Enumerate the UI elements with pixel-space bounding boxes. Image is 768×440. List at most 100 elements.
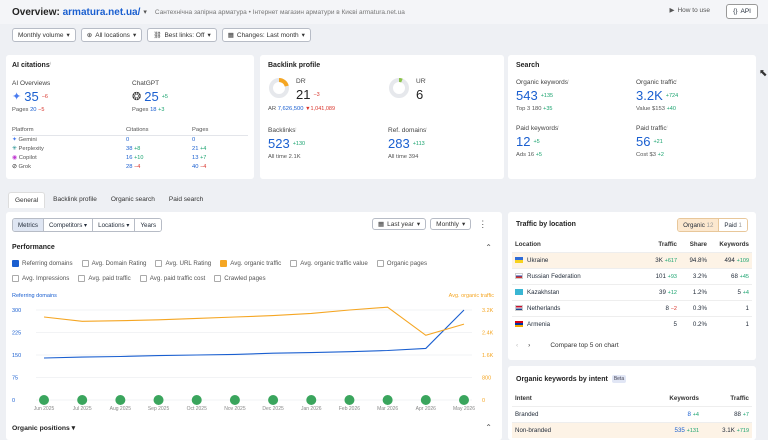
chevron-down-icon[interactable]: ▾: [143, 9, 147, 16]
ai-citations-card: AI citationsⁱ AI Overviews ✦ 35 −6 Pages…: [6, 55, 254, 179]
location-filter[interactable]: ⊕ All locations ▾: [80, 28, 143, 42]
checkbox-referring-domains[interactable]: Referring domains: [12, 260, 73, 267]
code-icon: {}: [733, 8, 738, 15]
flag-ukraine-icon: [515, 256, 523, 263]
checkbox-avg-paid-traffic-cost[interactable]: Avg. paid traffic cost: [139, 275, 205, 282]
y-right-tick-label: 1.6K: [482, 353, 494, 359]
toggle-paid[interactable]: Paid 1: [719, 219, 747, 231]
chevron-up-icon[interactable]: ⌃: [485, 243, 492, 252]
filter-bar: Monthly volume ▾ ⊕ All locations ▾ ⛓ Best li…: [12, 28, 311, 42]
checkbox-avg-organic-traffic[interactable]: Avg. organic traffic: [220, 260, 281, 267]
paid-keywords-value[interactable]: 12: [516, 134, 531, 149]
beta-badge: Beta: [611, 375, 627, 383]
ar-row: AR 7,626,500 ▼1,041,089: [268, 106, 336, 112]
report-tabs: General Backlink profile Organic search …: [8, 192, 209, 208]
changes-filter[interactable]: ▦ Changes: Last month ▾: [221, 28, 311, 42]
checkbox-avg-domain-rating[interactable]: Avg. Domain Rating: [81, 260, 146, 267]
top-bar: Overview: armatura.net.ua/ ▾ Сантехнічна…: [0, 0, 768, 24]
x-tick-label: Jan 2026: [301, 406, 322, 412]
how-to-use-link[interactable]: ▶ How to use: [669, 6, 710, 15]
chatgpt-change: +5: [161, 93, 168, 100]
performance-card: Metrics Competitors ▾ Locations ▾ Years …: [6, 212, 502, 440]
google-update-marker: [382, 395, 393, 405]
chatgpt-pages[interactable]: 18: [150, 107, 157, 113]
chevron-down-icon: ▾: [84, 221, 88, 229]
intent-table: Intent Keywords Traffic Branded 8 +4 88 …: [512, 392, 752, 438]
link-icon: ⛓: [153, 32, 162, 39]
backlinks-value[interactable]: 523: [268, 136, 290, 151]
organic-traffic-value[interactable]: 3.2K: [636, 88, 663, 103]
y-left-tick-label: 0: [12, 398, 15, 404]
google-update-marker: [115, 395, 126, 405]
period-dropdown[interactable]: ▦ Last year ▾: [372, 218, 427, 230]
tab-paid-search[interactable]: Paid search: [168, 196, 204, 203]
chevron-down-icon: ▾: [207, 32, 211, 39]
chevron-left-icon[interactable]: ‹: [516, 342, 519, 349]
api-button[interactable]: {} API: [726, 4, 758, 19]
organic-positions-title[interactable]: Organic positions ▾: [12, 425, 76, 432]
ref-domains-value[interactable]: 283: [388, 136, 410, 151]
granularity-dropdown[interactable]: Monthly ▾: [430, 218, 472, 230]
keywords-by-intent-title: Organic keywords by intent: [516, 375, 608, 383]
segment-years[interactable]: Years: [135, 219, 162, 231]
y-right-tick-label: 2.4K: [482, 331, 494, 337]
x-tick-label: Jun 2025: [34, 406, 55, 412]
more-options-icon[interactable]: ⋮: [478, 218, 488, 229]
chatgpt-value[interactable]: 25: [144, 89, 159, 104]
ur-value: 6: [416, 87, 424, 102]
compare-top5-link[interactable]: Compare top 5 on chart: [550, 342, 619, 349]
segment-competitors[interactable]: Competitors ▾: [43, 219, 94, 231]
segment-metrics[interactable]: Metrics: [13, 219, 44, 231]
flag-russia-icon: [515, 272, 523, 279]
domain-link[interactable]: armatura.net.ua/: [62, 6, 141, 18]
x-tick-label: Sep 2025: [148, 406, 170, 412]
performance-title: Performance: [12, 244, 55, 251]
tab-backlink-profile[interactable]: Backlink profile: [53, 196, 97, 203]
paid-traffic-value[interactable]: 56: [636, 134, 651, 149]
ai-overviews-value[interactable]: 35: [24, 89, 39, 104]
table-row[interactable]: Non-branded 535 +131 3.1K +719: [512, 422, 752, 438]
segment-locations[interactable]: Locations ▾: [93, 219, 136, 231]
table-row[interactable]: Russian Federation 101 +93 3.2% 68 +45: [512, 268, 752, 284]
sparkle-icon: ✦: [12, 91, 22, 103]
table-row[interactable]: Kazakhstan 39 +12 1.2% 5 +4: [512, 284, 752, 300]
y-left-tick-label: 300: [12, 308, 21, 314]
table-row[interactable]: Ukraine 3K +617 94.8% 494 +109: [512, 252, 752, 268]
chevron-down-icon: ▾: [71, 425, 76, 432]
chevron-down-icon: ▾: [461, 221, 466, 228]
search-card: Search Organic keywordsⁱ 543 +135 Top 3 …: [508, 55, 756, 179]
checkbox-organic-pages[interactable]: Organic pages: [376, 260, 427, 267]
checkbox-avg-organic-traffic-value[interactable]: Avg. organic traffic value: [290, 260, 368, 267]
checkbox-avg-paid-traffic[interactable]: Avg. paid traffic: [78, 275, 131, 282]
volume-filter[interactable]: Monthly volume ▾: [12, 28, 76, 42]
ai-overviews-pages[interactable]: 20: [30, 107, 37, 113]
dr-value: 21: [296, 87, 311, 102]
table-row[interactable]: Branded 8 +4 88 +7: [512, 406, 752, 422]
tab-general[interactable]: General: [8, 192, 46, 208]
ai-platform-table: Platform Citations Pages ✦ Gemini 0 0 ✳ …: [12, 125, 248, 171]
copilot-icon: ◉: [12, 154, 18, 161]
checkbox-crawled-pages[interactable]: Crawled pages: [214, 275, 266, 282]
y-right-tick-label: 0: [482, 398, 485, 404]
backlink-profile-card: Backlink profile DRⁱ 21 −3 AR 7,626,500 …: [260, 55, 504, 179]
table-row[interactable]: Armenia 5 0.2% 1: [512, 316, 752, 332]
calendar-icon: ▦: [378, 221, 385, 228]
tab-organic-search[interactable]: Organic search: [110, 196, 155, 203]
series-line-referring-domains: [43, 309, 465, 359]
table-row[interactable]: Netherlands 8 −2 0.3% 1: [512, 300, 752, 316]
keywords-by-intent-card: Organic keywords by intent Beta Intent K…: [508, 366, 756, 440]
checkbox-avg-impressions[interactable]: Avg. Impressions: [12, 275, 69, 282]
chevron-right-icon[interactable]: ›: [528, 342, 531, 349]
checkbox-avg-url-rating[interactable]: Avg. URL Rating: [155, 260, 211, 267]
toggle-organic[interactable]: Organic 12: [678, 219, 720, 231]
chart-mode-segmented: Metrics Competitors ▾ Locations ▾ Years: [12, 218, 163, 232]
x-tick-label: Mar 2026: [377, 406, 398, 412]
flag-armenia-icon: [515, 321, 523, 328]
google-update-marker: [77, 395, 88, 405]
table-row: ✦ Gemini 0 0: [12, 136, 196, 143]
chevron-up-icon[interactable]: ⌃: [485, 423, 492, 432]
mouse-cursor-icon: ⬉: [759, 68, 768, 79]
best-links-filter[interactable]: ⛓ Best links: Off ▾: [147, 28, 217, 42]
play-icon: ▶: [669, 7, 675, 14]
organic-keywords-value[interactable]: 543: [516, 88, 538, 103]
